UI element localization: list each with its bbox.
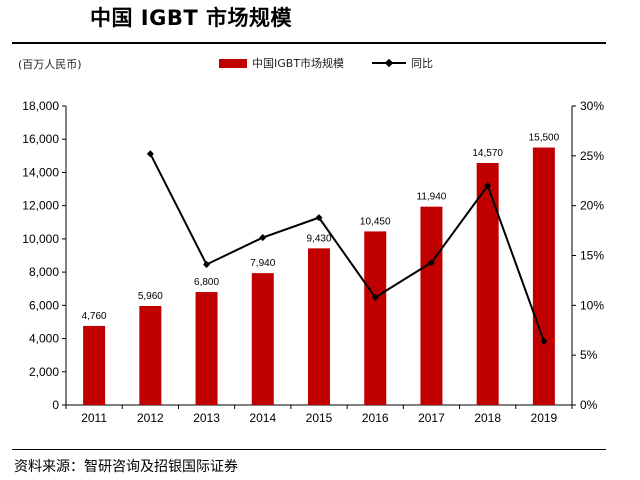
- yoy-point: [146, 150, 154, 158]
- y2-tick-label: 10%: [580, 298, 604, 312]
- yoy-point: [203, 260, 211, 269]
- yoy-point: [315, 214, 323, 222]
- y2-tick-label: 30%: [580, 99, 604, 113]
- y2-tick-label: 15%: [580, 249, 604, 263]
- yoy-point: [540, 337, 548, 345]
- x-tick-label: 2011: [81, 411, 107, 425]
- bar-data-label: 15,500: [529, 133, 560, 144]
- bar-data-label: 9,430: [306, 233, 331, 244]
- bar: [476, 162, 499, 405]
- y-tick-label: 8,000: [29, 265, 59, 279]
- y-tick-label: 12,000: [22, 199, 59, 213]
- bar: [308, 248, 330, 405]
- yoy-point: [427, 258, 435, 267]
- y2-tick-label: 20%: [580, 199, 604, 213]
- bar-data-label: 7,940: [250, 258, 275, 269]
- bar: [83, 325, 106, 405]
- bar: [195, 292, 218, 405]
- x-tick-label: 2012: [137, 411, 164, 425]
- legend: 中国IGBT市场规模 同比: [219, 55, 433, 71]
- y-tick-label: 0: [52, 398, 59, 412]
- legend-bar-label: 中国IGBT市场规模: [252, 57, 345, 70]
- unit-label: (百万人民币): [18, 58, 82, 71]
- bar: [251, 273, 274, 405]
- y2-tick-label: 0%: [580, 398, 598, 412]
- y-tick-label: 6,000: [29, 298, 59, 312]
- bar-data-label: 14,570: [472, 148, 503, 159]
- x-tick-label: 2014: [249, 411, 276, 425]
- y2-tick-label: 25%: [580, 149, 604, 163]
- bar: [532, 147, 555, 405]
- yoy-point: [484, 182, 492, 190]
- x-tick-label: 2015: [306, 411, 333, 425]
- legend-line-swatch: [372, 58, 407, 68]
- source-note: 资料来源：智研咨询及招银国际证券: [14, 459, 238, 475]
- yoy-point: [371, 293, 379, 301]
- bar-data-label: 11,940: [417, 192, 447, 203]
- x-tick-label: 2019: [531, 411, 558, 425]
- x-tick-label: 2017: [418, 411, 445, 425]
- y-tick-label: 4,000: [29, 332, 59, 346]
- x-tick-label: 2013: [193, 411, 220, 425]
- yoy-point: [259, 234, 267, 242]
- legend-line-label: 同比: [411, 57, 434, 70]
- top-rule: [12, 42, 606, 44]
- x-tick-label: 2018: [474, 411, 501, 425]
- bar-data-label: 4,760: [82, 311, 107, 322]
- y-tick-label: 2,000: [29, 365, 59, 379]
- bar-data-label: 10,450: [360, 216, 391, 227]
- bar: [139, 305, 162, 405]
- chart-title: 中国 IGBT 市场规模: [90, 6, 293, 30]
- y-tick-label: 10,000: [22, 232, 59, 246]
- y2-tick-label: 5%: [580, 348, 598, 362]
- bar: [364, 231, 387, 405]
- y-tick-label: 14,000: [22, 165, 59, 179]
- bar-data-label: 6,800: [194, 277, 219, 288]
- bar-data-label: 5,960: [138, 291, 163, 302]
- bottom-rule: [12, 449, 606, 450]
- bar: [420, 206, 443, 405]
- yoy-line: [149, 153, 545, 342]
- y-tick-label: 18,000: [22, 99, 59, 113]
- x-tick-label: 2016: [362, 411, 389, 425]
- legend-bar-swatch: [219, 58, 247, 68]
- y-tick-label: 16,000: [22, 132, 59, 146]
